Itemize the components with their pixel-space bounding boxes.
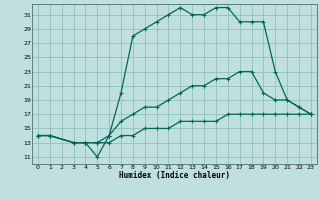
X-axis label: Humidex (Indice chaleur): Humidex (Indice chaleur) <box>119 171 230 180</box>
